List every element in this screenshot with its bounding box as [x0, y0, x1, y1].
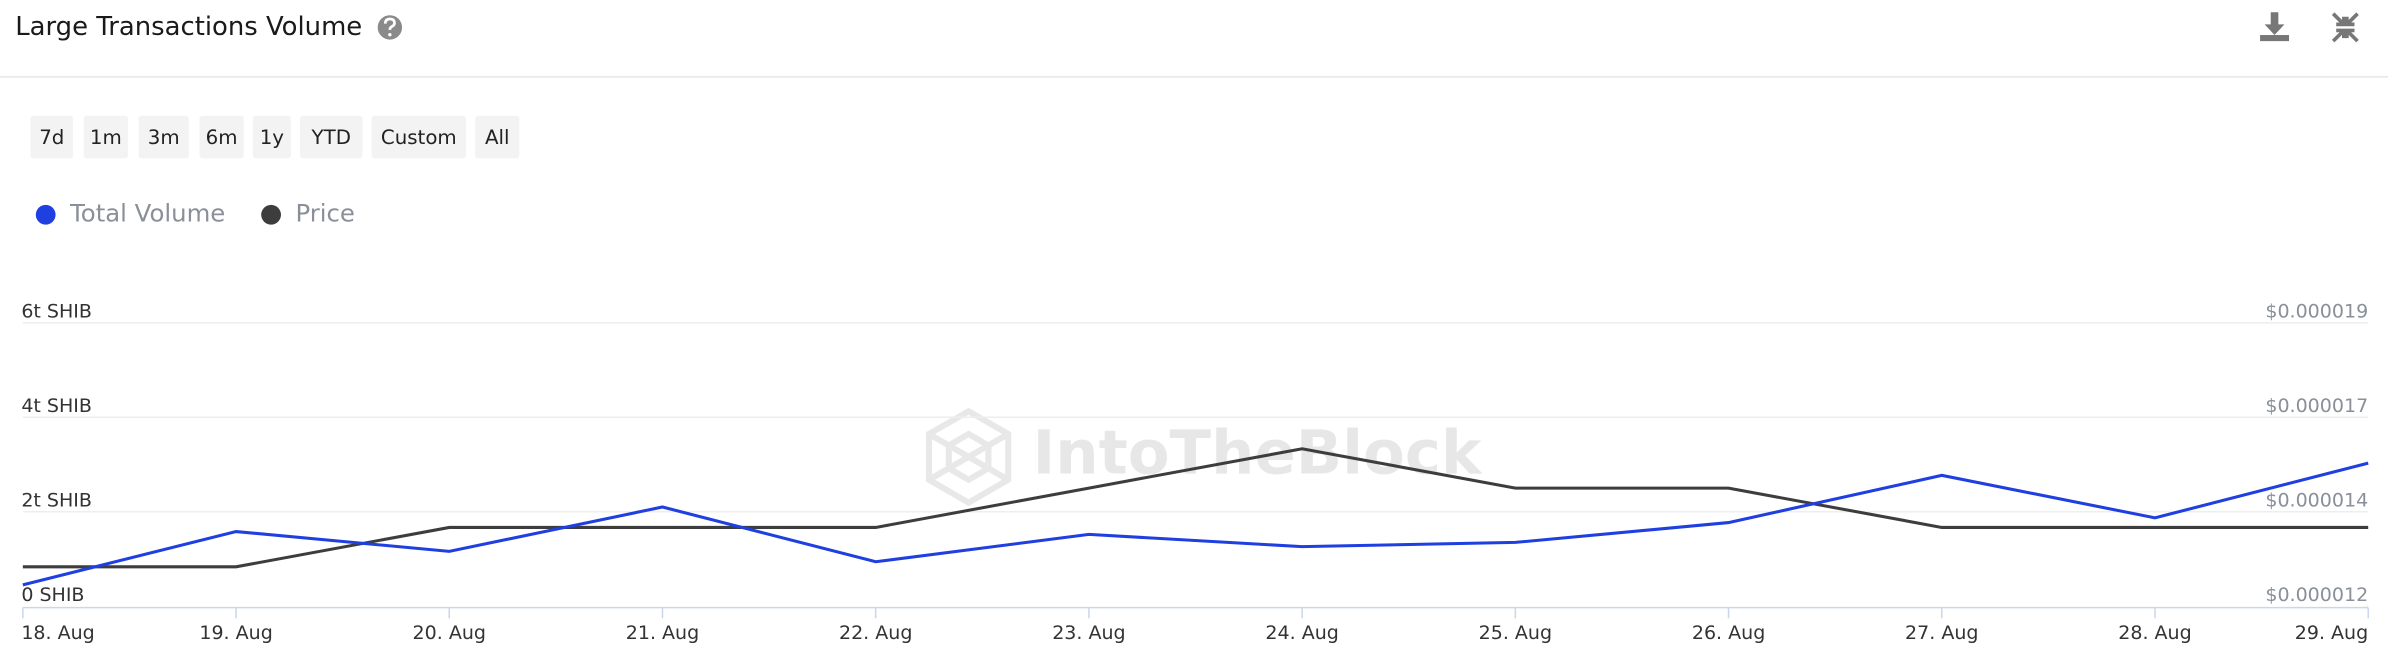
download-icon[interactable] — [2260, 12, 2290, 42]
range-button-label: All — [485, 126, 510, 149]
range-button[interactable]: All — [475, 115, 520, 159]
range-button-bg — [138, 115, 189, 159]
range-button-label: 3m — [148, 126, 180, 149]
y2-tick-label: $0.000019 — [2265, 301, 2368, 323]
range-button-label: YTD — [311, 126, 351, 149]
series-line — [22, 461, 2369, 587]
x-tick-label: 28. Aug — [2118, 622, 2191, 644]
range-button-label: 1m — [90, 126, 122, 149]
range-button-bg — [300, 115, 363, 159]
range-button-label: Custom — [381, 126, 457, 149]
x-tick-label: 22. Aug — [839, 622, 912, 644]
legend-item[interactable]: Total Volume — [35, 199, 226, 228]
collapse-icon[interactable] — [2331, 12, 2359, 43]
range-button-label: 6m — [206, 126, 238, 149]
legend-marker — [35, 204, 56, 225]
watermark-text: IntoTheBlock — [1033, 417, 1483, 488]
x-tick-label: 21. Aug — [626, 622, 699, 644]
legend-label: Price — [295, 199, 354, 228]
x-tick-label: 24. Aug — [1265, 622, 1338, 644]
x-tick-label: 23. Aug — [1052, 622, 1125, 644]
range-button[interactable]: 7d — [30, 115, 74, 159]
range-button[interactable]: 1m — [83, 115, 128, 159]
x-tick-label: 27. Aug — [1905, 622, 1978, 644]
range-button-bg — [371, 115, 467, 159]
y2-tick-label: $0.000012 — [2265, 584, 2368, 606]
x-tick-label: 18. Aug — [21, 622, 94, 644]
legend-label: Total Volume — [69, 199, 225, 228]
range-button[interactable]: YTD — [300, 115, 363, 159]
y-tick-label: 4t SHIB — [21, 395, 92, 417]
x-tick-label: 19. Aug — [199, 622, 272, 644]
help-icon[interactable] — [377, 15, 403, 40]
range-button-label: 1y — [260, 126, 285, 149]
range-button-bg — [199, 115, 244, 159]
y-tick-label: 6t SHIB — [21, 301, 92, 323]
range-button-bg — [475, 115, 520, 159]
legend-marker — [261, 204, 281, 225]
x-tick-label: 29. Aug — [2295, 622, 2368, 644]
watermark: IntoTheBlock — [925, 407, 1483, 507]
y2-tick-label: $0.000017 — [2265, 395, 2368, 417]
range-button-bg — [252, 115, 291, 159]
y-tick-label: 0 SHIB — [21, 584, 84, 606]
x-tick-label: 25. Aug — [1479, 622, 1552, 644]
range-button[interactable]: 1y — [252, 115, 291, 159]
range-button[interactable]: 3m — [138, 115, 189, 159]
range-button-bg — [30, 115, 74, 159]
x-tick-label: 26. Aug — [1692, 622, 1765, 644]
title: Large Transactions Volume — [15, 12, 362, 42]
range-button[interactable]: Custom — [371, 115, 467, 159]
range-button-bg — [83, 115, 128, 159]
range-button[interactable]: 6m — [199, 115, 244, 159]
x-tick-label: 20. Aug — [413, 622, 486, 644]
legend-item[interactable]: Price — [261, 199, 355, 228]
y-tick-label: 2t SHIB — [21, 490, 92, 512]
range-button-label: 7d — [39, 126, 64, 149]
y2-tick-label: $0.000014 — [2265, 490, 2368, 512]
series-line — [22, 447, 2369, 569]
